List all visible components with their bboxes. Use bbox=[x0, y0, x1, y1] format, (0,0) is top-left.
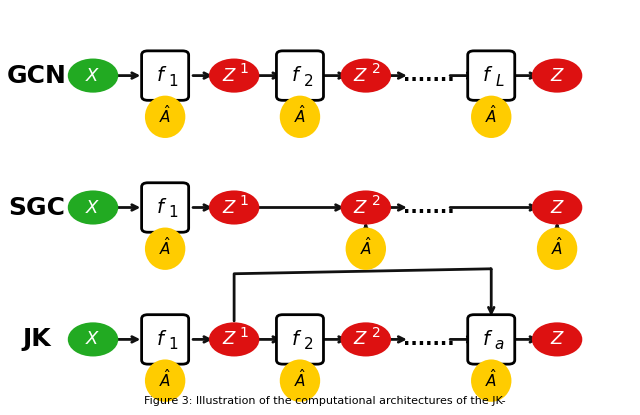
Text: $L$: $L$ bbox=[495, 73, 504, 88]
Circle shape bbox=[533, 324, 581, 355]
Text: $\hat{A}$: $\hat{A}$ bbox=[551, 236, 563, 258]
Text: $f$: $f$ bbox=[156, 198, 168, 217]
Text: $Z$: $Z$ bbox=[353, 66, 368, 85]
Circle shape bbox=[211, 324, 258, 355]
Ellipse shape bbox=[347, 229, 385, 269]
Text: $2$: $2$ bbox=[371, 326, 380, 340]
Circle shape bbox=[342, 192, 390, 223]
Text: .......: ....... bbox=[403, 198, 454, 217]
Text: SGC: SGC bbox=[8, 195, 65, 220]
Text: .......: ....... bbox=[403, 66, 454, 85]
Circle shape bbox=[69, 60, 117, 91]
Text: $1$: $1$ bbox=[168, 73, 179, 88]
Circle shape bbox=[342, 324, 390, 355]
Text: $Z$: $Z$ bbox=[221, 66, 237, 85]
Ellipse shape bbox=[147, 361, 184, 400]
Text: $2$: $2$ bbox=[371, 62, 380, 76]
FancyBboxPatch shape bbox=[276, 51, 323, 100]
Text: $X$: $X$ bbox=[85, 330, 100, 349]
Text: $Z$: $Z$ bbox=[353, 198, 368, 217]
FancyBboxPatch shape bbox=[468, 315, 515, 364]
Text: JK: JK bbox=[22, 327, 51, 352]
Circle shape bbox=[533, 60, 581, 91]
Text: $1$: $1$ bbox=[239, 62, 248, 76]
Text: $f$: $f$ bbox=[291, 330, 303, 349]
Ellipse shape bbox=[147, 229, 184, 269]
Text: $a$: $a$ bbox=[494, 337, 504, 352]
Ellipse shape bbox=[472, 97, 510, 137]
Text: $X$: $X$ bbox=[85, 66, 100, 85]
FancyBboxPatch shape bbox=[141, 51, 189, 100]
Text: GCN: GCN bbox=[6, 63, 67, 88]
Ellipse shape bbox=[538, 229, 576, 269]
Text: $\hat{A}$: $\hat{A}$ bbox=[159, 104, 172, 126]
Text: $Z$: $Z$ bbox=[221, 330, 237, 349]
FancyBboxPatch shape bbox=[276, 315, 323, 364]
Text: $Z$: $Z$ bbox=[353, 330, 368, 349]
FancyBboxPatch shape bbox=[468, 51, 515, 100]
FancyBboxPatch shape bbox=[141, 315, 189, 364]
Text: $1$: $1$ bbox=[239, 326, 248, 340]
Text: Figure 3: Illustration of the computational architectures of the JK-: Figure 3: Illustration of the computatio… bbox=[144, 396, 506, 406]
Text: $\hat{A}$: $\hat{A}$ bbox=[159, 236, 172, 258]
Ellipse shape bbox=[147, 97, 184, 137]
Text: $2$: $2$ bbox=[303, 337, 313, 352]
Text: $2$: $2$ bbox=[371, 194, 380, 208]
Circle shape bbox=[69, 324, 117, 355]
Text: $f$: $f$ bbox=[156, 330, 168, 349]
Circle shape bbox=[533, 192, 581, 223]
Ellipse shape bbox=[472, 361, 510, 400]
Text: $1$: $1$ bbox=[239, 194, 248, 208]
Text: $f$: $f$ bbox=[483, 330, 494, 349]
Text: $Z$: $Z$ bbox=[550, 66, 564, 85]
Text: $\hat{A}$: $\hat{A}$ bbox=[485, 104, 497, 126]
Text: $\hat{A}$: $\hat{A}$ bbox=[485, 368, 497, 390]
Text: $Z$: $Z$ bbox=[550, 198, 564, 217]
Ellipse shape bbox=[281, 97, 319, 137]
Text: $f$: $f$ bbox=[483, 66, 494, 85]
Text: $2$: $2$ bbox=[303, 73, 313, 88]
Text: .......: ....... bbox=[403, 330, 454, 349]
Text: $1$: $1$ bbox=[168, 205, 179, 220]
Text: $Z$: $Z$ bbox=[221, 198, 237, 217]
Text: $f$: $f$ bbox=[291, 66, 303, 85]
Circle shape bbox=[342, 60, 390, 91]
Text: $f$: $f$ bbox=[156, 66, 168, 85]
FancyBboxPatch shape bbox=[141, 183, 189, 232]
Circle shape bbox=[211, 192, 258, 223]
Text: $Z$: $Z$ bbox=[550, 330, 564, 349]
Circle shape bbox=[211, 60, 258, 91]
Text: $\hat{A}$: $\hat{A}$ bbox=[294, 368, 306, 390]
Text: $1$: $1$ bbox=[168, 337, 179, 352]
Text: $\hat{A}$: $\hat{A}$ bbox=[159, 368, 172, 390]
Text: $\hat{A}$: $\hat{A}$ bbox=[360, 236, 372, 258]
Circle shape bbox=[69, 192, 117, 223]
Text: $\hat{A}$: $\hat{A}$ bbox=[294, 104, 306, 126]
Text: $X$: $X$ bbox=[85, 198, 100, 217]
Ellipse shape bbox=[281, 361, 319, 400]
